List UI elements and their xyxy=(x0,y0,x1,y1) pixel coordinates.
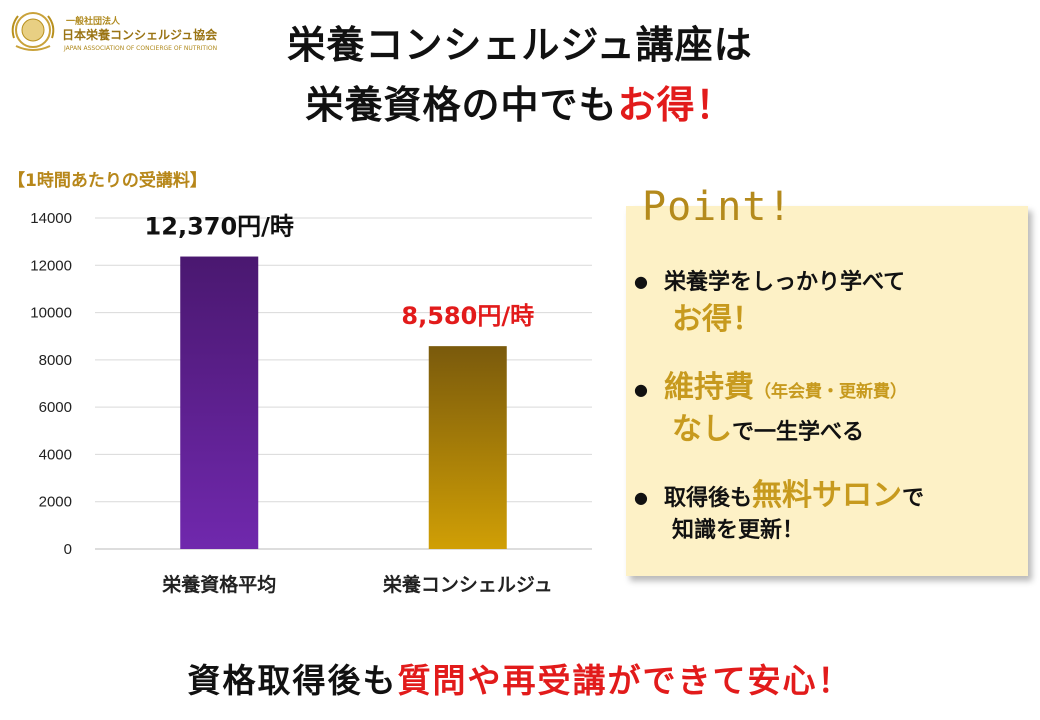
y-tick-label: 14000 xyxy=(30,210,72,227)
y-axis-ticks: 0 2000 4000 6000 8000 10000 12000 14000 xyxy=(30,210,72,558)
page-title-line1: 栄養コンシェルジュ講座は xyxy=(287,23,753,67)
point-item-2-note: （年会費・更新費） xyxy=(753,382,907,402)
y-tick-label: 4000 xyxy=(39,446,72,463)
footer-highlight: 質問や再受講ができて安心！ xyxy=(397,661,853,700)
point-item-3-text: 取得後も xyxy=(663,486,752,511)
logo: 一般社団法人 日本栄養コンシェルジュ協会 JAPAN ASSOCIATION O… xyxy=(6,8,217,58)
y-tick-label: 8000 xyxy=(39,352,72,369)
org-name: 日本栄養コンシェルジュ協会 xyxy=(62,28,218,42)
laurel-seal-icon xyxy=(11,12,55,51)
point-item-3-gold: 無料サロン xyxy=(751,478,902,513)
y-tick-label: 6000 xyxy=(39,399,72,416)
bullet-icon: ● xyxy=(634,272,648,291)
bar xyxy=(180,256,259,549)
point-item-3-tail: で xyxy=(901,486,924,511)
data-labels: 12,370円/時 8,580円/時 xyxy=(145,213,535,331)
point-item-1-text: 栄養学をしっかり学べて xyxy=(663,270,906,295)
chart-bars xyxy=(180,256,507,549)
point-title: Point! xyxy=(642,184,793,230)
y-tick-label: 2000 xyxy=(39,494,72,511)
y-tick-label: 0 xyxy=(64,541,72,558)
point-item-1: ● 栄養学をしっかり学べて xyxy=(634,264,905,296)
footer-message: 資格取得後も質問や再受講ができて安心！ xyxy=(0,654,1040,702)
title-highlight: お得！ xyxy=(617,83,735,127)
point-item-2-gold: 維持費 xyxy=(663,370,754,405)
category-label: 栄養コンシェルジュ xyxy=(382,573,553,596)
y-tick-label: 10000 xyxy=(30,305,72,322)
chart-label: 【1時間あたりの受講料】 xyxy=(8,171,207,191)
data-label: 8,580円/時 xyxy=(401,302,534,330)
point-item-2-text: で一生学べる xyxy=(732,420,865,445)
y-tick-label: 12000 xyxy=(30,257,72,274)
point-item-1-line2: お得！ xyxy=(672,294,762,338)
point-item-3-line2: 知識を更新！ xyxy=(672,512,804,544)
org-name-en: JAPAN ASSOCIATION OF CONCIERGE OF NUTRIT… xyxy=(64,45,218,52)
point-item-3: ● 取得後も無料サロンで xyxy=(634,470,924,514)
category-label: 栄養資格平均 xyxy=(161,573,276,596)
point-item-1-gold: お得！ xyxy=(672,302,762,337)
bar-chart: 02000400060008000100001200014000 栄養資格平均栄… xyxy=(30,210,592,596)
bar xyxy=(428,346,507,549)
chart-gridlines xyxy=(95,217,592,550)
footer-main: 資格取得後も xyxy=(187,661,398,700)
data-label: 12,370円/時 xyxy=(145,213,294,241)
title-main: 栄養資格の中でも xyxy=(305,83,618,127)
page-title-line2: 栄養資格の中でもお得！ xyxy=(0,82,1040,128)
point-box xyxy=(626,206,1028,576)
point-item-2-gold2: なし xyxy=(672,412,732,447)
bullet-icon: ● xyxy=(634,488,648,507)
point-item-2: ● 維持費（年会費・更新費） xyxy=(634,362,907,406)
org-type: 一般社団法人 xyxy=(66,17,121,27)
bullet-icon: ● xyxy=(634,380,648,399)
point-item-3-text2: 知識を更新！ xyxy=(672,518,805,543)
point-item-2-line2: なしで一生学べる xyxy=(672,404,864,448)
x-axis-categories: 栄養資格平均 栄養コンシェルジュ xyxy=(161,573,552,596)
